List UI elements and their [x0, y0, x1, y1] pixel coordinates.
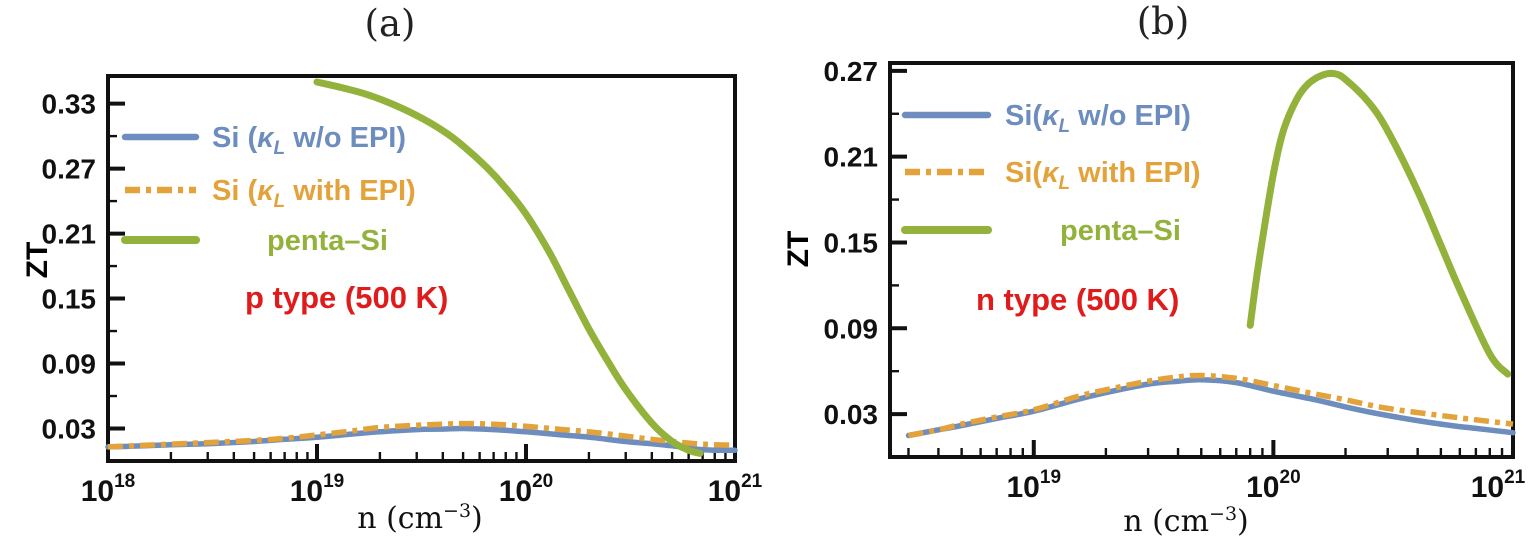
panel-a-y-axis-label: ZT — [21, 241, 54, 279]
legend-label: Si (κL with EPI) — [212, 175, 416, 212]
series-line-si-with-epi — [908, 372, 1514, 439]
series-line-penta-si — [1246, 69, 1512, 378]
series-line-si-wo-epi — [905, 376, 1516, 439]
y-tick-label: 0.03 — [42, 414, 97, 445]
y-tick-label: 0.15 — [824, 227, 879, 258]
y-tick-label: 0.27 — [42, 154, 97, 185]
panel-b-x-axis-label: n (cm−3) — [1056, 503, 1316, 539]
panel-a: 1018 1019 1020 1021 0.03 0.09 0.15 0.21 0.27 0.33… — [42, 74, 763, 508]
series-line-penta-si — [313, 78, 704, 457]
legend-label: penta–Si — [267, 225, 388, 257]
panel-b: 1019 1020 1021 0.03 0.09 0.15 0.21 0.27 Si(κL w/… — [824, 56, 1526, 504]
x-label-superscript: −3 — [443, 500, 472, 522]
series-line-si-with-epi — [107, 420, 736, 450]
y-tick-label: 0.03 — [824, 399, 879, 430]
y-tick-label: 0.09 — [42, 349, 97, 380]
panel-a-title: (a) — [364, 2, 416, 45]
x-tick-label: 1018 — [81, 471, 136, 508]
y-tick-label: 0.09 — [824, 313, 879, 344]
legend-label: penta–Si — [1060, 215, 1181, 247]
x-label-superscript: −3 — [1209, 503, 1238, 525]
panel-b-title: (b) — [1136, 0, 1190, 43]
panel-b-y-axis-label: ZT — [782, 230, 815, 268]
x-tick-label: 1021 — [708, 471, 763, 508]
legend-label: Si (κL w/o EPI) — [212, 122, 406, 159]
panel-b-doping-annotation: n type (500 K) — [976, 282, 1180, 317]
panel-a-x-axis-label: n (cm−3) — [290, 500, 550, 536]
y-tick-label: 0.27 — [824, 56, 879, 87]
x-tick-label: 1021 — [1471, 467, 1526, 504]
legend-label: Si(κL with EPI) — [1005, 157, 1201, 194]
y-tick-label: 0.21 — [824, 142, 879, 173]
x-label-text: ) — [1237, 504, 1249, 539]
legend-label: Si(κL w/o EPI) — [1005, 100, 1191, 137]
y-tick-label: 0.33 — [42, 89, 97, 120]
panel-a-doping-annotation: p type (500 K) — [245, 280, 449, 315]
x-tick-label: 1019 — [1007, 467, 1062, 504]
x-label-text: ) — [471, 501, 483, 536]
x-label-text: n (cm — [1123, 504, 1210, 539]
y-tick-label: 0.21 — [42, 219, 97, 250]
plot-frame — [106, 74, 737, 463]
x-tick-label: 1020 — [1246, 467, 1301, 504]
series-line-si-wo-epi — [105, 425, 738, 454]
plot-frame — [888, 61, 1515, 459]
y-tick-label: 0.15 — [42, 284, 97, 315]
x-label-text: n (cm — [357, 501, 444, 536]
x-tick-label: 1020 — [499, 471, 554, 508]
x-tick-label: 1019 — [290, 471, 345, 508]
